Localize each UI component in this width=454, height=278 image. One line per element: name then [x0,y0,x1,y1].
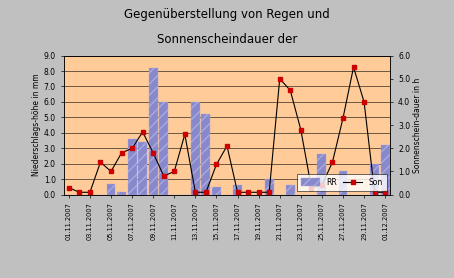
Bar [265,179,274,195]
Bar [286,185,295,195]
Bar [317,155,326,195]
Bar [202,114,210,195]
Bar [117,192,126,195]
Y-axis label: Sonnenschein-dauer in h: Sonnenschein-dauer in h [413,78,422,173]
Bar [370,164,379,195]
Y-axis label: Niederschlags-höhe in mm: Niederschlags-höhe in mm [32,74,41,177]
Legend: RR, Son: RR, Son [297,174,387,191]
Text: Gegenüberstellung von Regen und: Gegenüberstellung von Regen und [124,8,330,21]
Bar [339,172,347,195]
Bar [107,184,115,195]
Bar [191,102,200,195]
Bar [159,102,168,195]
Bar [138,142,147,195]
Bar [212,187,221,195]
Bar [149,68,158,195]
Bar [128,139,137,195]
Bar [233,185,242,195]
Text: Sonnenscheindauer der: Sonnenscheindauer der [157,33,297,46]
Bar [381,145,390,195]
